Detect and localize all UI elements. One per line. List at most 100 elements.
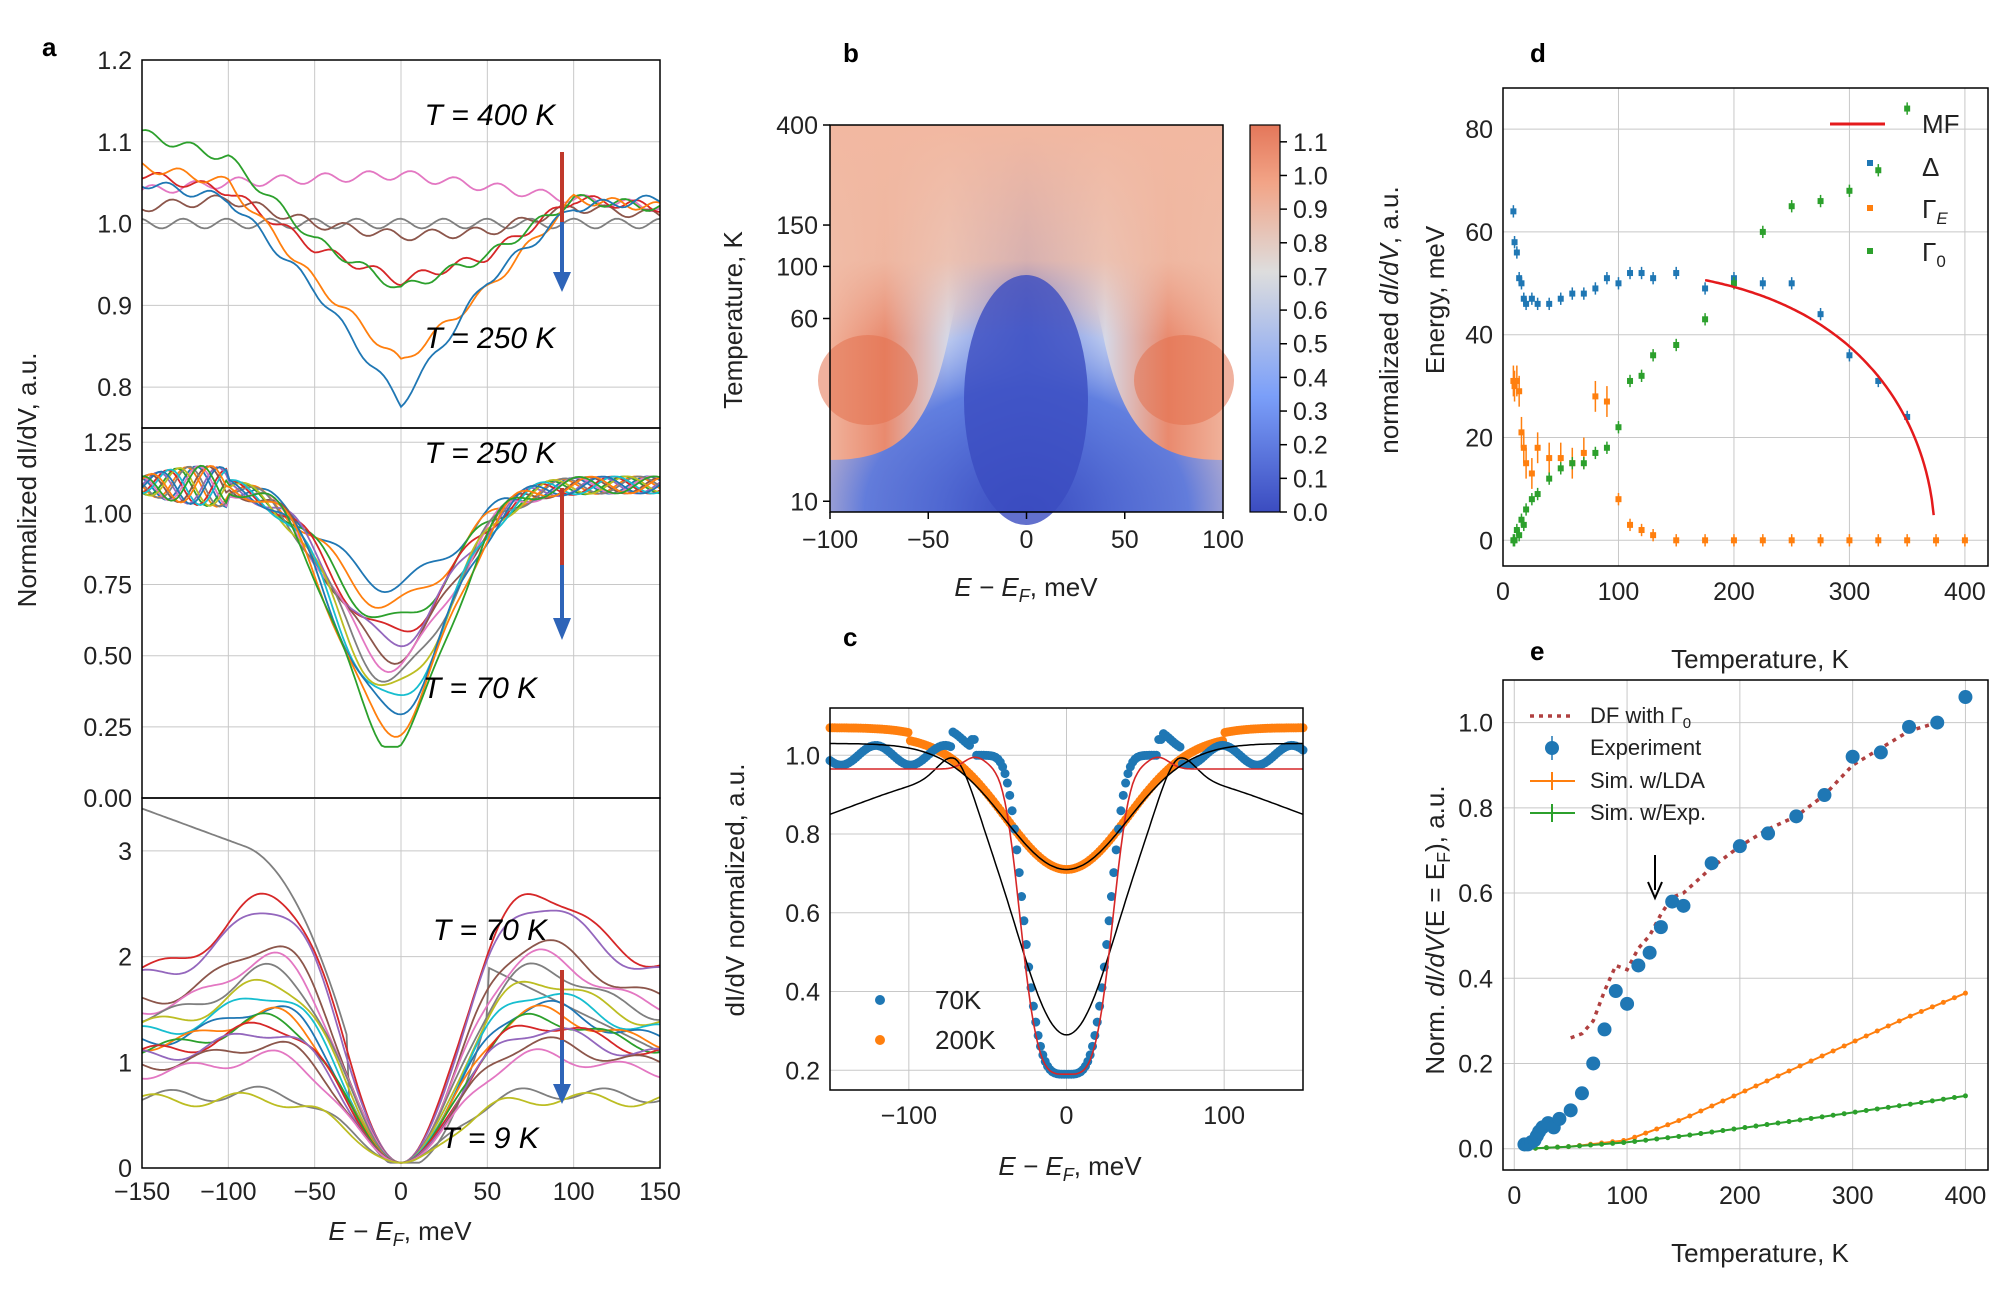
- panel-e-experiment-point: [1676, 898, 1691, 913]
- panel-d-xtick: 400: [1944, 578, 1986, 606]
- panel-a-bot-ytick: 1: [118, 1049, 132, 1077]
- panel-d-delta-point: [1557, 295, 1564, 302]
- panel-e-experiment-point: [1761, 826, 1776, 841]
- panel-d-ytick: 40: [1465, 322, 1493, 350]
- panel-e-df-line: [1570, 720, 1938, 1040]
- panel-e-experiment-point: [1586, 1056, 1601, 1071]
- panel-a-top-ytick: 0.8: [97, 374, 132, 402]
- panel-a-middle: 0.00 0.25 0.50 0.75 1.00 1.25: [83, 427, 661, 813]
- panel-e-simexp-point: [1841, 1111, 1847, 1117]
- panel-e-experiment-point: [1620, 996, 1635, 1011]
- panel-e-simexp-point: [1918, 1100, 1924, 1106]
- panel-c-70k-point: [1002, 778, 1012, 788]
- legend-gamma-e-label: ΓE: [1922, 194, 1948, 228]
- panel-d-xtick: 100: [1598, 578, 1640, 606]
- panel-d-gamma-0-point: [1569, 460, 1576, 467]
- panel-b-xtick: −50: [907, 526, 949, 554]
- panel-e-ylabel-sub: F: [1434, 852, 1454, 863]
- panel-c-70k-point: [1007, 806, 1017, 816]
- panel-c-xtick: −100: [881, 1102, 937, 1130]
- panel-e-lda-point: [1775, 1073, 1781, 1079]
- panel-e-simexp-point: [1874, 1106, 1880, 1112]
- legend-200k-marker: [875, 1035, 885, 1045]
- panel-d-gamma-0-point: [1546, 475, 1553, 482]
- panel-e-lda-point: [1632, 1134, 1638, 1140]
- panel-d-delta-point: [1569, 290, 1576, 297]
- heatmap-gap-core: [964, 275, 1088, 525]
- panel-d-gamma-0-point: [1603, 444, 1610, 451]
- panel-d-gamma-e-point: [1730, 537, 1737, 544]
- legend-delta-marker: [1867, 160, 1873, 166]
- panel-c-fit-line-black-200k: [830, 742, 1303, 871]
- panel-e-lda-point: [1863, 1033, 1869, 1039]
- panel-e-experiment-point: [1958, 690, 1973, 705]
- panel-e-lda-point: [1885, 1023, 1891, 1029]
- panel-d-gamma-e-point: [1933, 537, 1940, 544]
- panel-e-lda-point: [1962, 990, 1968, 996]
- panel-e-simexp-point: [1621, 1140, 1627, 1146]
- panel-e-simexp-point: [1830, 1112, 1836, 1118]
- panel-d-delta-point: [1580, 290, 1587, 297]
- panel-e-simexp-point: [1643, 1137, 1649, 1143]
- legend-gamma-0-sub: 0: [1936, 252, 1945, 271]
- panel-d-xtick: 300: [1829, 578, 1871, 606]
- panel-e-ytick: 1.0: [1458, 710, 1493, 738]
- panel-a-top-series-line: [141, 170, 661, 212]
- panel-c-xlabel-unit: , meV: [1074, 1151, 1143, 1181]
- panel-e-simexp-point: [1687, 1132, 1693, 1138]
- panel-a-ylabel: Normalized dI/dV, a.u.: [12, 353, 42, 608]
- panel-d-ytick: 0: [1479, 527, 1493, 555]
- panel-d-gamma-e-point: [1627, 521, 1634, 528]
- panel-e-simexp-point: [1753, 1123, 1759, 1129]
- panel-d-delta-point: [1603, 275, 1610, 282]
- panel-b-xtick: −100: [802, 526, 858, 554]
- panel-d-gamma-0-point: [1534, 491, 1541, 498]
- heatmap-left-peak: [818, 335, 918, 425]
- panel-e-simexp-point: [1698, 1131, 1704, 1137]
- panel-d-gamma-e-point: [1520, 444, 1527, 451]
- panel-d-gamma-e-point: [1510, 377, 1517, 384]
- panel-d-delta-point: [1846, 352, 1853, 359]
- panel-b-axes: 400 150 100 60 10 −100 −50 0 50 100: [776, 112, 1244, 554]
- panel-d-label: d: [1530, 38, 1546, 68]
- panel-a-bot-series-line: [141, 1091, 661, 1164]
- panel-e-lda-point: [1819, 1053, 1825, 1059]
- panel-a-xlabel: E − EF, meV: [328, 1216, 472, 1250]
- panel-c-70k-point: [1021, 940, 1031, 950]
- panel-d-gamma-e-point: [1788, 537, 1795, 544]
- panel-d-gamma-0-point: [1673, 341, 1680, 348]
- panel-b-ytick: 400: [776, 112, 818, 140]
- panel-c-xtick: 100: [1203, 1102, 1245, 1130]
- panel-e-lda-point: [1665, 1122, 1671, 1128]
- panel-e-xtick: 300: [1832, 1182, 1874, 1210]
- panel-c-ytick: 0.4: [785, 979, 820, 1007]
- panel-d-gamma-e-point: [1961, 537, 1968, 544]
- panel-a-mid-ytick: 0.75: [83, 572, 132, 600]
- panel-b-ylabel: Temperature, K: [718, 230, 748, 408]
- panel-a-xtick: 50: [473, 1178, 501, 1206]
- legend-70k-marker: [875, 995, 885, 1005]
- panel-d-gamma-0-point: [1759, 228, 1766, 235]
- panel-e-simexp-point: [1566, 1144, 1572, 1150]
- panel-a-bot-ytick: 0: [118, 1155, 132, 1183]
- panel-e-experiment-point: [1631, 958, 1646, 973]
- panel-b-ytick: 150: [776, 212, 818, 240]
- panel-b-ytick: 60: [790, 306, 818, 334]
- cbar-tick: 0.4: [1293, 364, 1328, 392]
- panel-d-gamma-0-point: [1730, 280, 1737, 287]
- panel-a-top-series-line: [141, 217, 661, 230]
- panel-c-70k-point: [1109, 868, 1119, 878]
- legend-gamma-e-marker: [1867, 205, 1873, 211]
- panel-e-lda-point: [1709, 1103, 1715, 1109]
- panel-a-bot-ytick: 3: [118, 838, 132, 866]
- panel-c-70k-point: [1111, 845, 1121, 855]
- panel-d-gamma-e-point: [1603, 398, 1610, 405]
- panel-e-lda-point: [1929, 1004, 1935, 1010]
- panel-a-xtick: 0: [394, 1178, 408, 1206]
- panel-d-xtick: 200: [1713, 578, 1755, 606]
- panel-e-ytick: 0.2: [1458, 1050, 1493, 1078]
- panel-a-mid-series-line: [141, 465, 661, 665]
- cbar-tick: 0.7: [1293, 263, 1328, 291]
- panel-e-experiment-point: [1608, 984, 1623, 999]
- panel-d-mf-curve: [1704, 278, 1935, 516]
